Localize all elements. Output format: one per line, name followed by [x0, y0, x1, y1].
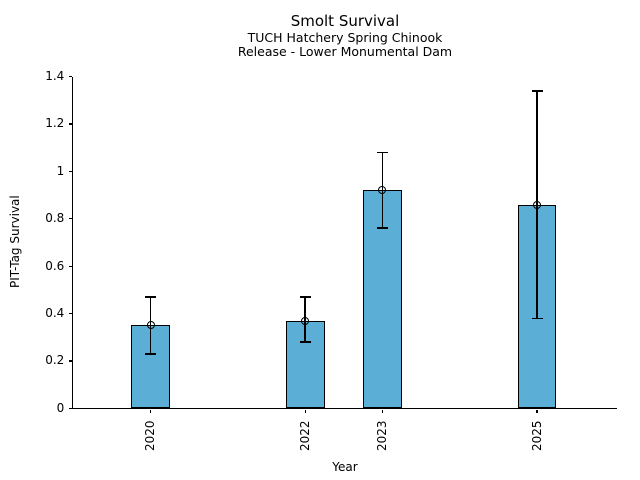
y-tick — [68, 76, 73, 78]
data-point-marker-icon — [378, 186, 387, 195]
chart-title: Smolt Survival — [290, 12, 400, 30]
y-tick — [68, 218, 73, 220]
y-tick-label: 0.2 — [45, 353, 65, 368]
y-tick — [68, 312, 73, 315]
y-tick — [68, 360, 73, 362]
error-bar-cap-bottom — [299, 341, 311, 343]
chart-subtitle-line2: Release - Lower Monumental Dam — [237, 43, 453, 59]
error-bar-cap-bottom — [376, 227, 388, 229]
y-tick-label: 0.6 — [45, 258, 65, 273]
x-tick-label: 2020 — [143, 421, 158, 452]
y-tick — [68, 123, 73, 125]
data-point-marker-icon — [533, 200, 542, 209]
error-bar-cap-top — [376, 151, 388, 154]
x-tick — [536, 409, 538, 414]
data-point-marker-icon — [146, 321, 155, 330]
error-bar-cap-top — [145, 296, 157, 298]
y-tick-label: 1.4 — [45, 69, 65, 84]
y-tick-label: 1.2 — [45, 116, 65, 131]
x-tick-label: 2022 — [297, 421, 312, 452]
error-bar-cap-bottom — [531, 317, 543, 320]
y-tick-label: 0.8 — [45, 211, 65, 226]
y-tick — [68, 407, 73, 409]
y-tick-label: 0 — [56, 400, 65, 415]
x-tick-label: 2025 — [529, 421, 544, 452]
x-tick — [381, 409, 384, 414]
chart-subtitle-line1: TUCH Hatchery Spring Chinook — [247, 30, 443, 45]
x-tick-label: 2023 — [374, 421, 389, 452]
x-axis-label: Year — [332, 460, 358, 474]
error-bar-cap-top — [299, 296, 311, 298]
y-tick-label: 0.4 — [45, 306, 65, 321]
data-point-marker-icon — [301, 316, 310, 325]
y-tick — [68, 265, 73, 267]
error-bar-cap-top — [531, 90, 543, 92]
x-axis-spine — [72, 408, 617, 410]
x-tick — [149, 409, 152, 414]
y-tick-label: 1 — [56, 163, 65, 178]
y-axis-spine — [72, 76, 74, 410]
y-tick — [68, 170, 73, 172]
error-bar-cap-bottom — [145, 353, 157, 355]
x-tick — [304, 409, 306, 414]
